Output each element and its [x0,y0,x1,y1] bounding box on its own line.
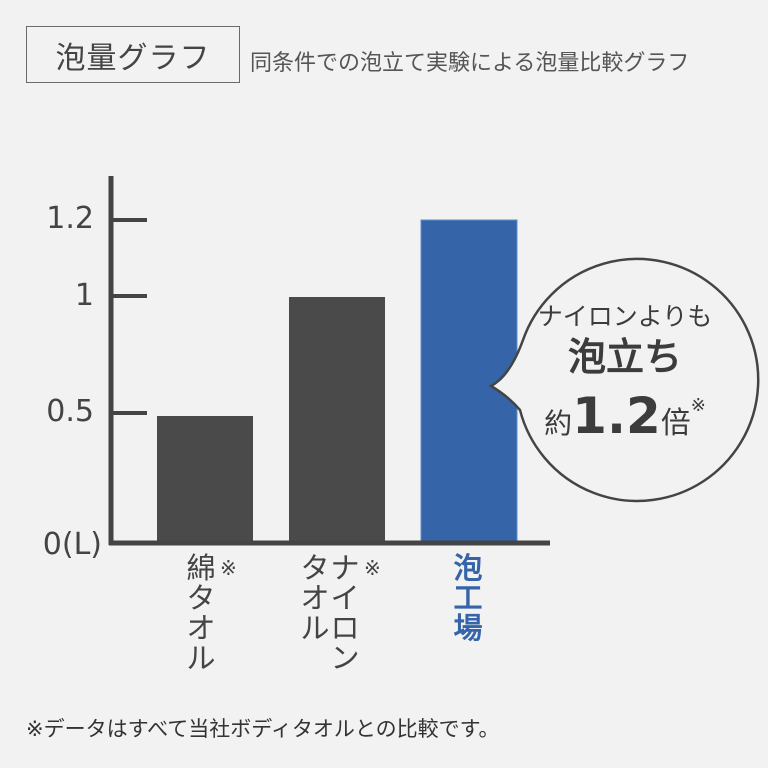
y-tick-label-1: 1 [74,278,94,313]
x-label-cotton-towel: 綿 タ オ ル ※ [186,551,237,675]
bar-nylon-towel [289,297,385,543]
bubble-line-2: 泡立ち [567,335,682,379]
bar-cotton-towel [157,416,253,543]
chart-title: 泡量グラフ [55,40,211,76]
speech-bubble [488,257,760,503]
note-mark: ※ [220,556,237,580]
y-tick-label-1-2: 1.2 [46,201,94,236]
x-label-awakoujou: 泡 工 場 [453,551,483,645]
chart-title-box: 泡量グラフ [26,26,240,83]
chart-subtitle: 同条件での泡立て実験による泡量比較グラフ [250,51,690,76]
bubble-text: ナイロンよりも 泡立ち 約1.2倍※ [515,300,735,454]
bubble-line-3: 約1.2倍※ [544,387,706,445]
y-tick-label-0-5: 0.5 [46,394,94,429]
bubble-line-1: ナイロンよりも [537,302,713,331]
footnote: ※データはすべて当社ボディタオルとの比較です。 [26,717,500,741]
y-tick-label-0: 0(L) [42,527,102,562]
x-label-nylon-towel: タ オ ル ナ イ ロ ン ※ [300,551,381,675]
note-mark: ※ [364,556,381,580]
